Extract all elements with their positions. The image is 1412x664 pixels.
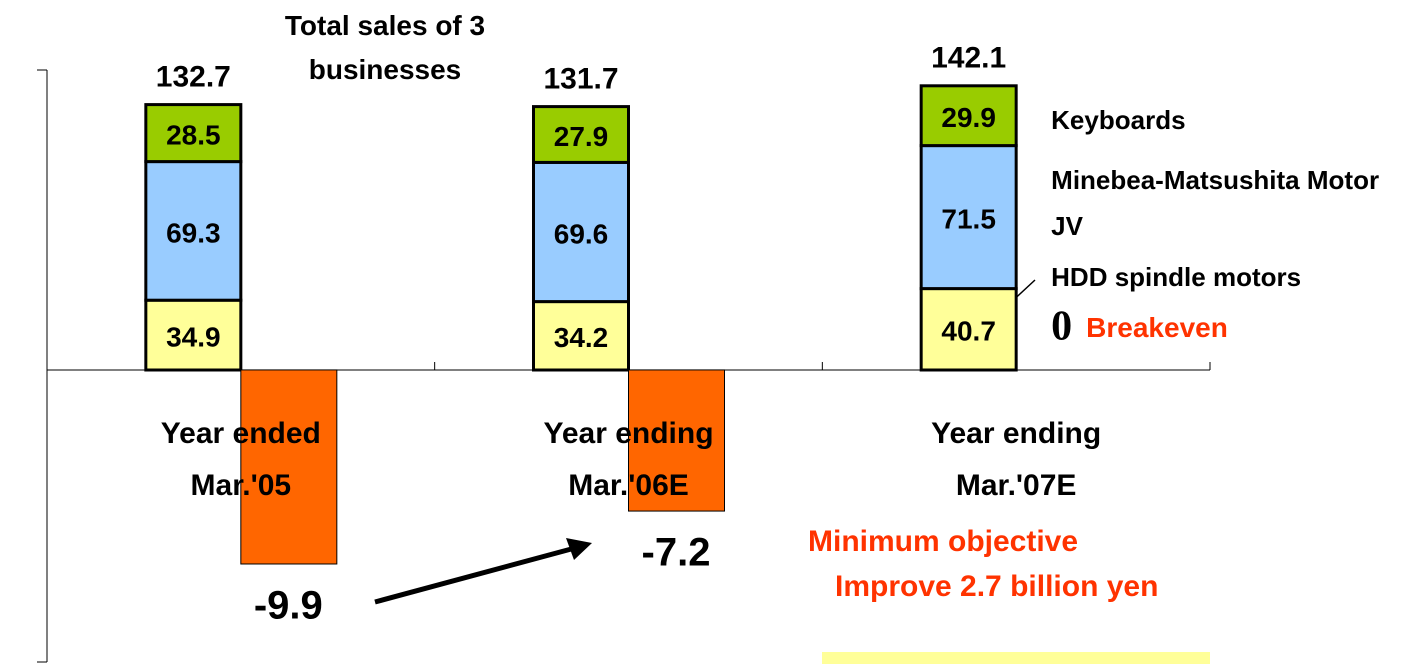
value-label: 28.5 <box>166 119 221 150</box>
x-tick-label: Year ending Mar.'06E <box>543 417 714 502</box>
total-label: 132.7 <box>156 61 231 94</box>
bar-segment <box>144 103 243 164</box>
total-label: 131.7 <box>543 63 618 96</box>
income-label: 0 <box>1051 304 1072 350</box>
income-label: -9.9 <box>254 584 323 628</box>
bar-segment <box>919 144 1018 291</box>
annotation: Breakeven <box>1086 312 1228 343</box>
annotation: Improve 2.7 billion yen <box>835 570 1159 603</box>
x-tick-label: Year ending Mar.'07E <box>931 417 1102 502</box>
x-tick-label: Year ended Mar.'05 <box>160 417 321 502</box>
bar-segment <box>532 300 630 372</box>
bar-segment <box>919 287 1018 372</box>
value-label: 71.5 <box>941 203 996 234</box>
value-label: 34.2 <box>554 322 609 353</box>
value-label: 69.6 <box>554 218 609 249</box>
chart-title: Total sales of 3 businesses <box>284 10 486 85</box>
legend-label: Keyboards <box>1051 105 1186 135</box>
value-label: 69.3 <box>166 217 221 248</box>
total-label: 142.1 <box>931 42 1006 75</box>
legend-label: Minebea-Matsushita Motor JV <box>1051 165 1380 241</box>
arrow-line <box>374 545 576 605</box>
bar-segment <box>532 105 630 164</box>
value-label: 40.7 <box>941 316 996 347</box>
value-label: 27.9 <box>554 121 609 152</box>
note-box <box>822 652 1210 664</box>
value-label: 29.9 <box>941 102 996 133</box>
bar-segment <box>144 298 243 372</box>
arrow-head <box>566 538 592 560</box>
annotation: Minimum objective <box>808 525 1079 558</box>
bar-segment <box>532 160 630 304</box>
bar-segment <box>919 84 1018 148</box>
value-label: 34.9 <box>166 321 221 352</box>
income-label: -7.2 <box>642 531 711 575</box>
income-bar <box>628 369 725 512</box>
legend-label: HDD spindle motors <box>1051 262 1302 292</box>
income-bar <box>240 369 338 565</box>
